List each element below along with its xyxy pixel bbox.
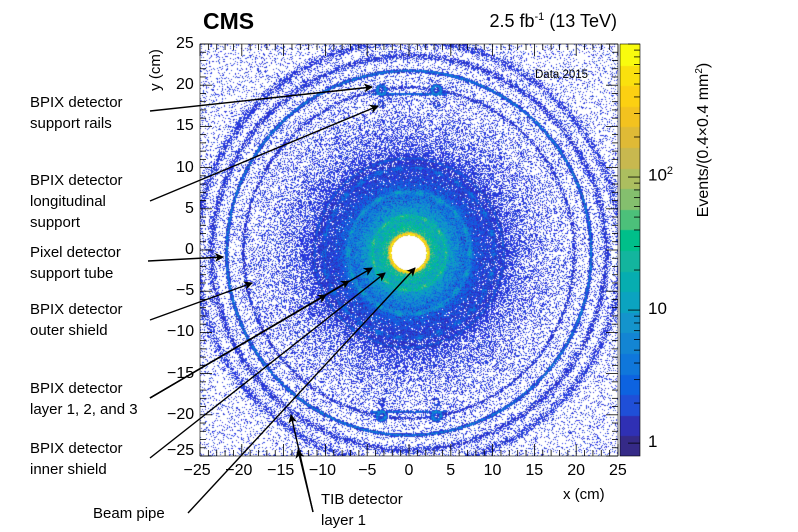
arrow-bpix-layer-2 bbox=[149, 280, 350, 399]
x-tick-label: −10 bbox=[308, 462, 337, 479]
x-tick-label: −5 bbox=[358, 462, 377, 479]
arrow-longitudinal-support bbox=[149, 104, 379, 202]
y-tick-label: −5 bbox=[176, 282, 195, 300]
x-tick-label: 10 bbox=[483, 462, 502, 479]
annotation-tib-layer: TIB detector layer 1 bbox=[321, 491, 403, 529]
z-tick-label: 10 bbox=[648, 299, 667, 319]
x-tick-label: −15 bbox=[267, 462, 295, 479]
x-axis-title: x (cm) bbox=[563, 486, 605, 503]
y-axis-title: y (cm) bbox=[147, 49, 164, 91]
arrow-support-rails bbox=[149, 83, 373, 112]
arrow-inner-shield bbox=[149, 272, 386, 459]
y-tick-label: 20 bbox=[176, 76, 194, 94]
x-tick-label: 0 bbox=[404, 462, 414, 479]
annotation-outer-shield: BPIX detector outer shield bbox=[30, 301, 123, 339]
y-tick-label: 10 bbox=[176, 158, 194, 176]
x-tick-label: 15 bbox=[525, 462, 544, 479]
annotation-bpix-layers: BPIX detector layer 1, 2, and 3 bbox=[30, 380, 138, 418]
y-tick-label: −10 bbox=[167, 323, 195, 341]
x-tick-label: 25 bbox=[609, 462, 627, 479]
y-tick-label: 15 bbox=[176, 117, 194, 135]
y-tick-label: 5 bbox=[185, 199, 194, 217]
plot-frame bbox=[199, 43, 619, 457]
experiment-label: CMS bbox=[203, 8, 255, 34]
axis-ticks bbox=[199, 43, 640, 457]
color-scale-bar bbox=[620, 44, 640, 456]
colorbar-frame bbox=[619, 43, 641, 457]
y-tick-label: −25 bbox=[167, 442, 195, 459]
arrow-beam-pipe bbox=[187, 267, 416, 514]
x-tick-label: 20 bbox=[567, 462, 585, 479]
arrow-outer-shield bbox=[149, 281, 253, 321]
histogram-heatmap bbox=[200, 44, 618, 456]
y-tick-label: −15 bbox=[167, 364, 195, 382]
dataset-label: Data 2015 bbox=[535, 69, 589, 81]
arrow-tib-layer-2 bbox=[295, 449, 314, 513]
annotation-support-tube: Pixel detector support tube bbox=[30, 244, 121, 282]
y-tick-label: 0 bbox=[185, 241, 194, 258]
z-tick-label: 1 bbox=[648, 432, 658, 452]
x-tick-label: −25 bbox=[183, 462, 211, 479]
annotation-support-rails: BPIX detector support rails bbox=[30, 94, 123, 132]
arrow-support-tube bbox=[147, 252, 224, 262]
x-tick-label: 5 bbox=[446, 462, 456, 479]
y-tick-label: 25 bbox=[176, 35, 194, 52]
annotation-inner-shield: BPIX detector inner shield bbox=[30, 440, 123, 478]
annotation-beam-pipe: Beam pipe bbox=[93, 505, 165, 522]
luminosity-label: 2.5 fb-1 (13 TeV) bbox=[489, 11, 617, 31]
z-tick-label: 102 bbox=[648, 165, 674, 185]
x-tick-label: −20 bbox=[225, 462, 253, 479]
annotation-longitudinal-support: BPIX detector longitudinal support bbox=[30, 172, 123, 231]
y-tick-label: −20 bbox=[167, 405, 195, 423]
z-axis-title: Events/(0.4×0.4 mm2) bbox=[693, 62, 713, 218]
